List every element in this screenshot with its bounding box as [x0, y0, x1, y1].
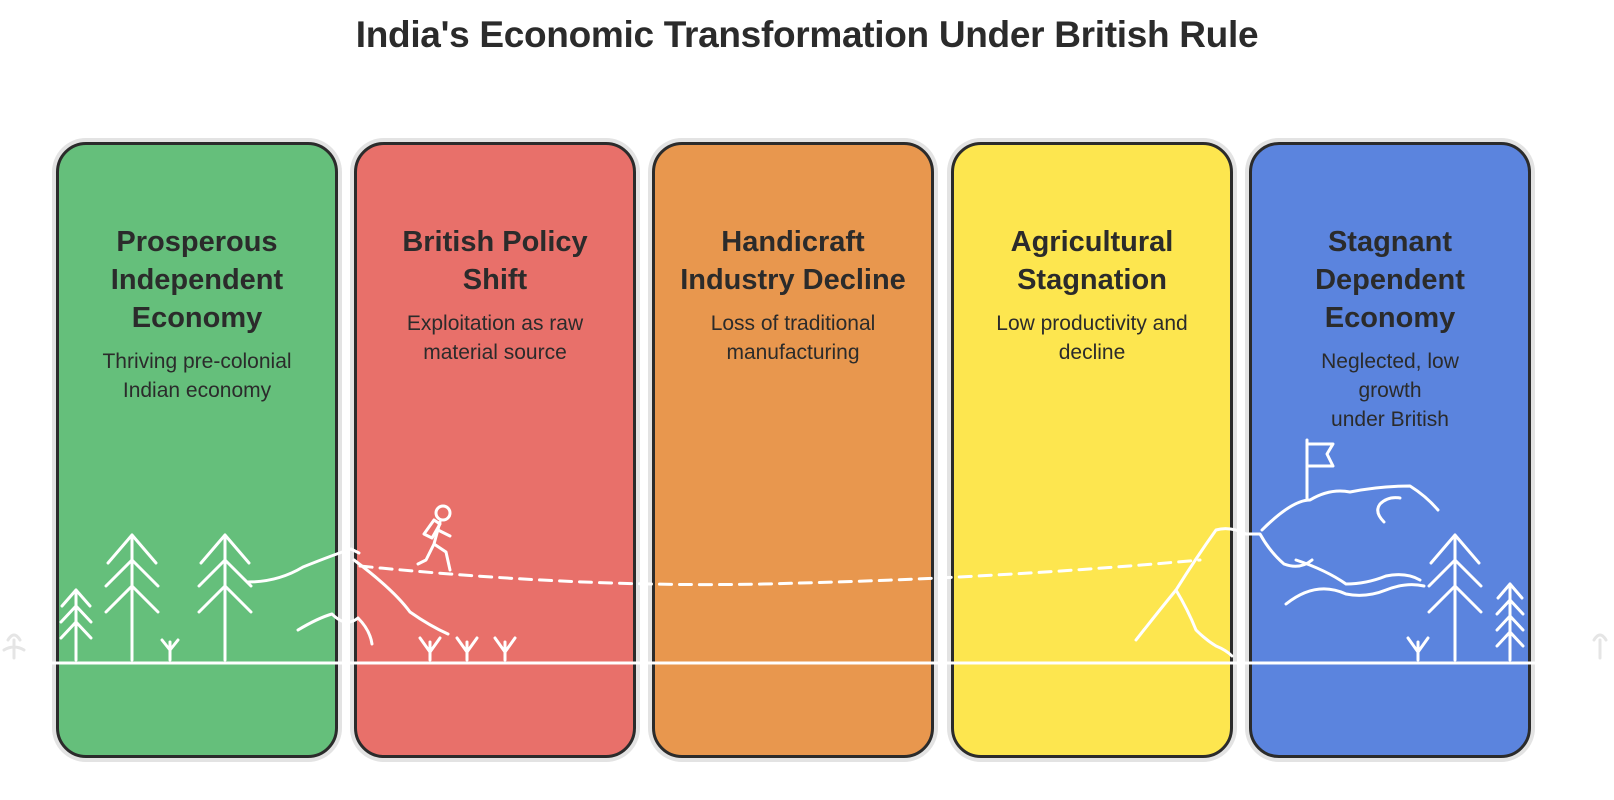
- stage-card-british-policy-shift: British Policy Shift Exploitation as raw…: [354, 142, 636, 758]
- stage-description: Loss of traditional manufacturing: [710, 312, 876, 364]
- stage-heading: Handicraft Industry Decline Loss of trad…: [655, 223, 931, 367]
- stage-card-agricultural-stagnation: Agricultural Stagnation Low productivity…: [951, 142, 1233, 758]
- stage-card-handicraft-decline: Handicraft Industry Decline Loss of trad…: [652, 142, 934, 758]
- stage-description: Neglected, low growth under British: [1321, 350, 1459, 431]
- shrub-icon: [2, 633, 26, 660]
- shrub-icon: [1592, 633, 1608, 660]
- stage-description: Thriving pre-colonial Indian economy: [102, 350, 292, 402]
- stage-heading: Agricultural Stagnation Low productivity…: [954, 223, 1230, 367]
- stage-heading: Prosperous Independent Economy Thriving …: [59, 223, 335, 405]
- diagram-title: India's Economic Transformation Under Br…: [355, 14, 1259, 55]
- stage-heading: Stagnant Dependent Economy Neglected, lo…: [1252, 223, 1528, 434]
- stage-heading: British Policy Shift Exploitation as raw…: [357, 223, 633, 367]
- stage-card-stagnant-economy: Stagnant Dependent Economy Neglected, lo…: [1249, 142, 1531, 758]
- stage-card-prosperous-economy: Prosperous Independent Economy Thriving …: [56, 142, 338, 758]
- stage-description: Exploitation as raw material source: [406, 312, 584, 364]
- stage-description: Low productivity and decline: [996, 312, 1188, 364]
